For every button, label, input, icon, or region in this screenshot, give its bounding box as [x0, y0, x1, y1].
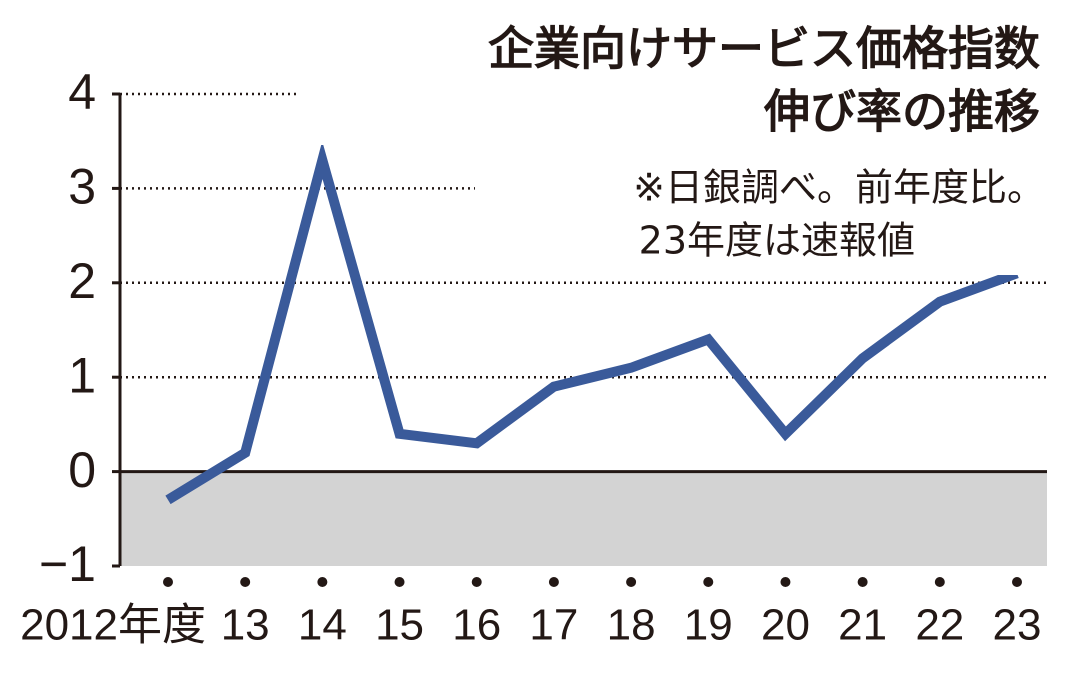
category-dot [471, 577, 482, 587]
category-dot [703, 577, 714, 587]
series-line [165, 141, 1019, 505]
category-dot [317, 577, 328, 587]
x-tick-label: 16 [452, 601, 501, 650]
y-tick-label: 1 [68, 347, 96, 403]
x-tick-label: 21 [838, 601, 887, 650]
category-dot [394, 577, 405, 587]
x-tick-label: 18 [607, 601, 656, 650]
x-tick-label: 13 [221, 601, 270, 650]
overlay: 企業向けサービス価格指数 伸び率の推移 ※日銀調べ。前年度比。 23年度は速報値 [300, 20, 1060, 275]
x-tick-label: 23 [993, 601, 1042, 650]
y-tick-label: −1 [39, 536, 96, 592]
category-dot [780, 577, 791, 587]
x-tick-label: 15 [375, 601, 424, 650]
x-tick-label: 17 [529, 601, 578, 650]
category-dot [934, 577, 945, 587]
x-tick-label: 14 [298, 601, 347, 650]
x-tick-label: 20 [761, 601, 810, 650]
negative-region [120, 471, 1047, 566]
x-tick-label: 22 [915, 601, 964, 650]
y-tick-label: 3 [68, 159, 96, 215]
note: ※日銀調べ。前年度比。 [633, 166, 1045, 210]
category-dot [548, 577, 559, 587]
category-dot [1012, 577, 1022, 587]
category-dot [626, 577, 637, 587]
x-tick-label: 2012年度 [20, 601, 206, 650]
category-dot [163, 577, 173, 587]
category-dot [240, 577, 251, 587]
y-tick-label: 4 [68, 64, 96, 120]
x-tick-label: 19 [684, 601, 733, 650]
y-tick-label: 0 [68, 442, 96, 498]
chart-title: 企業向けサービス価格指数 [488, 22, 1040, 76]
y-tick-label: 2 [68, 253, 96, 309]
chart-title: 伸び率の推移 [763, 85, 1040, 139]
title-backdrop [300, 20, 1060, 145]
category-dot [857, 577, 868, 587]
note-backdrop [475, 150, 1060, 275]
note: 23年度は速報値 [639, 219, 915, 263]
